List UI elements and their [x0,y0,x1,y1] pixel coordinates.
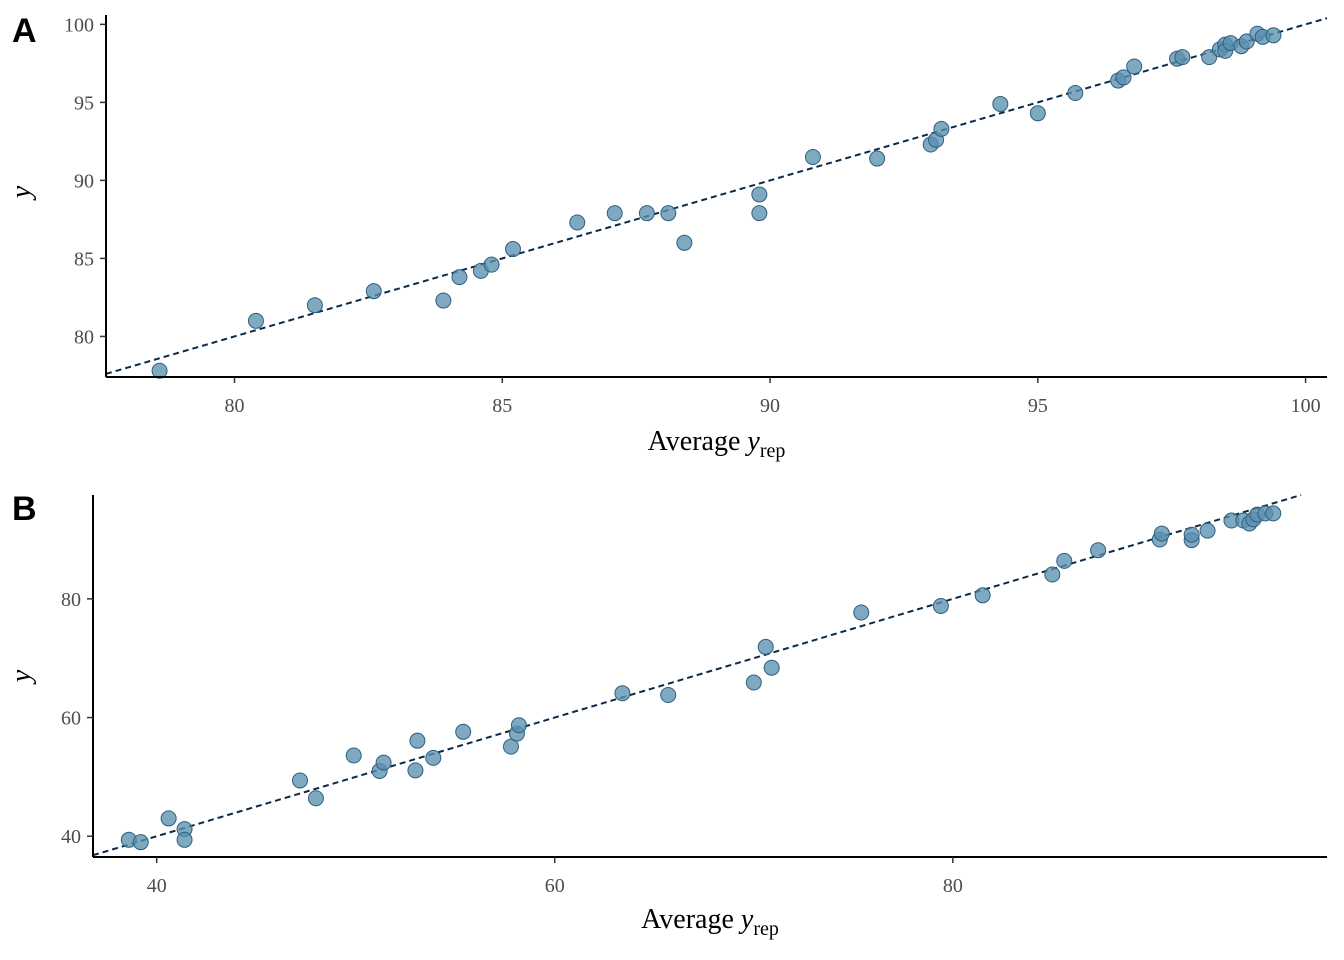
data-point [1201,49,1218,66]
data-point [345,747,362,764]
data-point [1056,552,1073,569]
data-point [483,256,500,273]
y-tick-label: 90 [74,170,94,192]
identity-reference-line [105,17,1328,375]
data-point [455,723,472,740]
data-point [505,241,521,258]
data-point [1153,525,1170,542]
data-point [745,674,762,691]
data-point [660,205,677,222]
y-tick-label: 80 [61,589,81,611]
data-point [160,810,177,827]
data-point [435,292,452,309]
x-axis-title: Average yrep [648,426,786,462]
data-point [407,762,424,779]
data-point [307,790,324,807]
panel-letter: B [12,490,37,528]
data-point [132,834,149,851]
y-axis-title: y [6,669,37,685]
y-axis-title: y [6,185,37,201]
x-tick-label: 85 [492,395,512,417]
x-tick-label: 100 [1291,395,1321,417]
data-point [1174,49,1191,66]
panel-a: A 80 85 90 95 100 80 85 90 95 100 Average yrep y [6,12,1328,462]
data-point [1067,85,1084,102]
x-tick-label: 40 [147,875,167,897]
x-axis-title: Average yrep [641,904,779,940]
y-tick-label: 40 [61,826,81,848]
data-point [992,95,1009,112]
identity-reference-line [92,494,1302,857]
y-tick-label: 80 [74,326,94,348]
data-point [1029,105,1046,122]
data-point [1090,542,1107,559]
y-tick-label: 60 [61,708,81,730]
data-point [869,150,886,167]
data-point [1183,526,1200,543]
data-point [451,269,468,286]
data-point [676,234,693,251]
data-point [974,587,991,604]
data-point [425,749,442,766]
data-point [1126,58,1143,75]
x-tick-label: 90 [760,395,780,417]
data-point [933,120,950,137]
y-tick-label: 95 [74,92,94,114]
y-tick-label: 85 [74,248,94,270]
data-point [502,738,519,755]
data-point [763,659,780,676]
data-point [751,186,768,203]
data-point [1044,566,1061,583]
panel-letter: A [12,12,37,50]
data-point [151,362,168,379]
panel-b: B 40 60 80 40 60 80 Average yrep y [6,490,1327,940]
x-tick-label: 80 [943,875,963,897]
data-point [569,214,586,231]
data-point [804,148,821,165]
data-point [638,205,655,222]
x-tick-label: 60 [545,875,565,897]
data-point [1265,505,1282,522]
data-point [510,717,527,734]
data-point [606,205,623,222]
data-point [306,297,323,314]
data-point [365,283,382,300]
y-tick-label: 100 [64,14,94,36]
data-point [932,597,949,614]
data-point [375,754,392,771]
data-point [1238,33,1255,50]
data-point [247,312,264,329]
data-point [614,685,631,702]
data-point [291,772,308,789]
x-tick-label: 80 [225,395,245,417]
data-point [1265,27,1282,44]
data-point [853,604,870,621]
data-point [1199,522,1216,539]
data-point [1115,69,1132,86]
data-point [176,831,193,848]
data-point [409,732,426,749]
data-point [751,205,768,222]
data-point [757,638,774,655]
data-point [660,686,677,703]
x-tick-label: 95 [1028,395,1048,417]
